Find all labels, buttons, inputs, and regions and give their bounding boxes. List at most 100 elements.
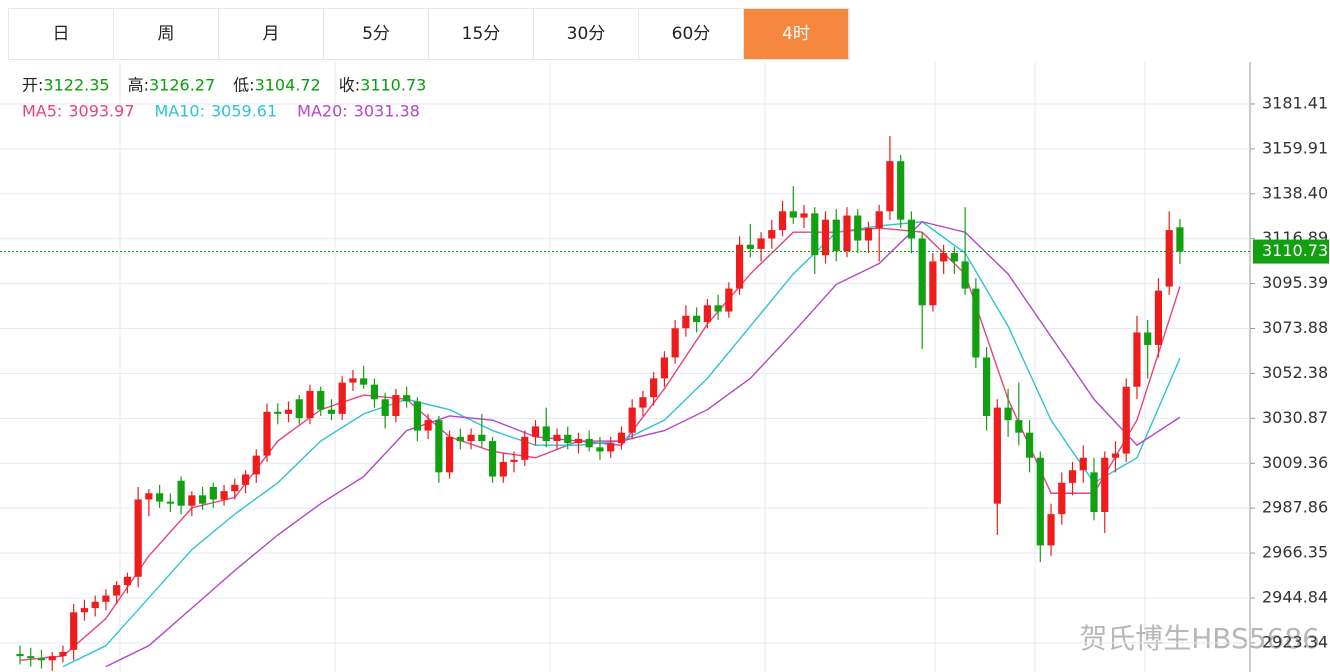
candle-body [1025,432,1034,458]
y-tick-label: 3181.41 [1262,93,1328,112]
period-tab[interactable]: 30分 [534,9,639,59]
y-tick-label: 2966.35 [1262,543,1328,562]
candle-body [961,261,969,289]
candle-body [693,315,701,322]
candle-body [478,434,486,442]
candle-body [16,654,24,657]
last-price-box [1253,239,1329,264]
plot-area [16,136,1184,671]
ohlc-label: 低: [233,76,254,95]
y-tick-label: 2944.84 [1262,587,1328,606]
candle-body [585,438,593,448]
candle-body [639,397,647,408]
candle-body [574,438,583,444]
period-tab[interactable]: 15分 [429,9,534,59]
candle-body [811,213,819,256]
candle-body [166,501,174,504]
period-tab[interactable]: 月 [219,9,324,59]
candle-body [349,378,357,383]
candle-body [542,426,550,442]
candle-body [403,395,411,402]
candle-body [725,288,733,312]
candle-body [821,219,830,256]
y-tick-label: 3138.40 [1262,183,1328,202]
candle-body [940,253,948,262]
candle-body [864,228,873,241]
candle-body [778,211,787,231]
candle-body [1101,457,1109,513]
candle-body [370,384,379,400]
ohlc-value: 3110.73 [360,76,426,95]
candle-body [80,608,89,613]
candle-body [284,409,293,414]
candle-body [843,215,851,251]
candle-body [145,493,153,500]
candle-body [553,434,561,442]
legend-name: MA10: [155,102,206,121]
candle-body [188,495,196,506]
candle-body [983,357,991,416]
ohlc-label: 高: [128,76,149,95]
candle-body [360,378,368,385]
candle-body [682,315,690,329]
candle-body [327,409,336,414]
candle-body [714,305,722,312]
candle-body [37,658,46,661]
candle-body [929,261,937,306]
ohlc-label: 开: [22,76,43,95]
candle-body [446,436,454,473]
candle-body [456,436,464,442]
candle-body [746,244,754,249]
candle-body [338,382,346,414]
candle-body [907,219,916,239]
candle-body [897,161,905,220]
candle-body [263,411,271,456]
watermark: 贺氏博生HBS5686 [1079,622,1320,655]
candle-body [1015,420,1023,433]
period-tabs: 日周月 5分 15分 30分 60分 4时 [8,8,850,60]
candle-body [660,357,668,379]
candle-body [70,612,78,650]
candle-body [1036,457,1044,546]
candle-body [1004,407,1012,421]
period-tab[interactable]: 4时 [744,9,849,59]
candle-body [123,576,131,586]
period-tab[interactable]: 60分 [639,9,744,59]
candle-body [972,288,980,358]
candle-body [220,491,228,500]
period-tab[interactable]: 5分 [324,9,429,59]
candle-body [918,238,926,306]
y-tick-label: 3030.87 [1262,408,1328,427]
candle-body [424,420,432,431]
period-tab[interactable]: 周 [114,9,219,59]
candle-body [413,401,421,431]
ma-line [105,220,1181,668]
candle-body [198,495,207,504]
y-tick-label: 3009.36 [1262,453,1328,472]
candle-body [832,219,840,251]
candle-body [1047,514,1055,546]
candle-body [993,407,1001,504]
candle-body [875,211,883,229]
candle-body [1058,482,1066,515]
candle-body [789,211,797,218]
candle-body [274,411,282,414]
period-tab[interactable]: 日 [9,9,114,59]
y-tick-label: 3052.38 [1262,363,1328,382]
candle-body [800,213,808,218]
candle-body [628,407,636,433]
candle-body [488,441,497,477]
candle-body [499,461,507,477]
candle-body [392,395,400,416]
candle-body [886,161,894,212]
candle-body [521,436,529,460]
candle-body [596,447,604,452]
candle-body [735,244,744,289]
candle-body [510,459,518,462]
candle-body [317,390,325,410]
legend-value: 3031.38 [354,102,420,121]
ohlc-value: 3104.72 [255,76,321,95]
candle-body [1111,453,1120,458]
last-price-label: 3110.73 [1262,241,1328,260]
